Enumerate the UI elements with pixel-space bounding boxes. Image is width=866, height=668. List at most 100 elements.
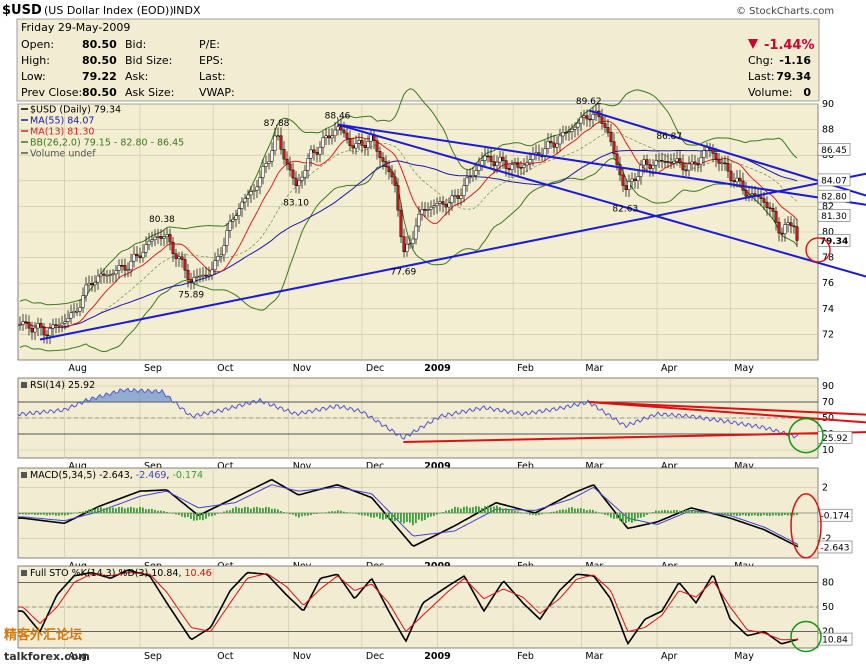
- histogram-bar: [670, 510, 672, 513]
- candle-body: [777, 221, 781, 234]
- histogram-bar: [469, 507, 471, 513]
- candle-body: [390, 171, 394, 178]
- histogram-bar: [463, 506, 465, 513]
- candle-body: [129, 260, 133, 271]
- histogram-bar: [37, 513, 39, 516]
- histogram-bar: [274, 508, 276, 513]
- candle-body: [180, 256, 184, 260]
- histogram-bar: [439, 513, 441, 514]
- candle-body: [156, 236, 160, 238]
- candle-body: [468, 176, 472, 179]
- highlight-circle: [790, 620, 822, 653]
- histogram-bar: [610, 513, 612, 518]
- peak-label: 82.63: [612, 204, 638, 214]
- histogram-bar: [412, 513, 414, 526]
- candle-body: [414, 225, 418, 240]
- candle-body: [714, 153, 718, 160]
- candle-body: [528, 159, 532, 164]
- candle-body: [726, 162, 730, 172]
- candle-body: [96, 275, 100, 283]
- candle-body: [69, 312, 73, 319]
- histogram-bar: [223, 511, 225, 513]
- x-tick-label: Dec: [366, 363, 384, 374]
- histogram-bar: [313, 513, 315, 515]
- value-tag: [817, 209, 851, 222]
- x-tick-label: May: [734, 461, 754, 472]
- candle-body: [657, 159, 661, 162]
- histogram-bar: [160, 510, 162, 513]
- candle-body: [240, 201, 244, 209]
- candle-body: [558, 135, 562, 145]
- histogram-bar: [157, 510, 159, 513]
- candle-body: [450, 195, 454, 204]
- histogram-bar: [688, 510, 690, 513]
- histogram-bar: [262, 508, 264, 513]
- histogram-bar: [94, 509, 96, 513]
- pe-label: P/E:: [199, 38, 220, 51]
- prev-close-value: 80.50: [82, 86, 117, 99]
- candle-body: [312, 149, 316, 153]
- histogram-bar: [703, 512, 705, 513]
- histogram-bar: [301, 513, 303, 517]
- histogram-bar: [592, 509, 594, 513]
- histogram-bar: [370, 513, 372, 518]
- chg-value: -1.16: [779, 54, 811, 67]
- candle-body: [231, 219, 235, 222]
- histogram-bar: [475, 506, 477, 513]
- x-tick-label: May: [734, 651, 754, 662]
- histogram-bar: [265, 506, 267, 513]
- histogram-bar: [769, 513, 771, 517]
- value-tag: [817, 632, 853, 646]
- value-tag: [817, 234, 851, 247]
- candle-body: [474, 170, 478, 176]
- histogram-bar: [289, 513, 291, 515]
- histogram-bar: [748, 513, 750, 517]
- legend-entry-part: RSI(14) 25.92: [30, 380, 95, 391]
- histogram-bar: [283, 512, 285, 513]
- legend-entry-part: Full STO %K(14,3) %D(3) 10.84: [30, 568, 178, 579]
- trendline: [588, 401, 866, 424]
- value-tag: [817, 173, 851, 187]
- histogram-bar: [151, 508, 153, 513]
- series-line: [18, 569, 799, 646]
- histogram-bar: [793, 513, 795, 516]
- candle-body: [33, 327, 37, 333]
- histogram-bar: [205, 513, 207, 519]
- x-tick-label: 2009: [424, 461, 450, 472]
- histogram-bar: [22, 513, 24, 515]
- candle-body: [153, 236, 157, 240]
- candle-body: [750, 193, 754, 196]
- eps-label: EPS:: [199, 54, 223, 67]
- peak-label: 88.46: [325, 112, 351, 122]
- candle-body: [549, 141, 553, 144]
- trendline: [39, 172, 866, 341]
- candle-body: [789, 222, 793, 227]
- histogram-bar: [28, 513, 30, 515]
- histogram-bar: [43, 513, 45, 516]
- histogram-bar: [634, 513, 636, 522]
- rsi-panel: 1030507090AugSepOctNovDec2009FebMarAprMa…: [17, 377, 866, 472]
- bollinger-upper-line: [19, 88, 798, 306]
- candle-body: [321, 137, 325, 148]
- candle-body: [246, 194, 250, 199]
- value-tag-label: 79.34: [820, 237, 848, 247]
- histogram-bar: [562, 509, 564, 513]
- histogram-bar: [316, 513, 318, 514]
- histogram-bar: [625, 513, 627, 524]
- candle-body: [615, 153, 619, 165]
- histogram-bar: [685, 509, 687, 513]
- candle-body: [654, 160, 658, 166]
- candle-body: [771, 208, 775, 212]
- candle-body: [672, 160, 676, 164]
- histogram-bar: [508, 508, 510, 513]
- histogram-bar: [550, 512, 552, 513]
- x-tick-label: Oct: [217, 363, 234, 374]
- candle-body: [135, 253, 139, 257]
- histogram-bar: [79, 511, 81, 513]
- bollinger-middle-line: [19, 131, 798, 329]
- y-tick-label: 82: [822, 201, 834, 212]
- histogram-bar: [487, 505, 489, 513]
- histogram-bar: [25, 513, 27, 515]
- histogram-bar: [781, 513, 783, 516]
- histogram-bar: [457, 507, 459, 513]
